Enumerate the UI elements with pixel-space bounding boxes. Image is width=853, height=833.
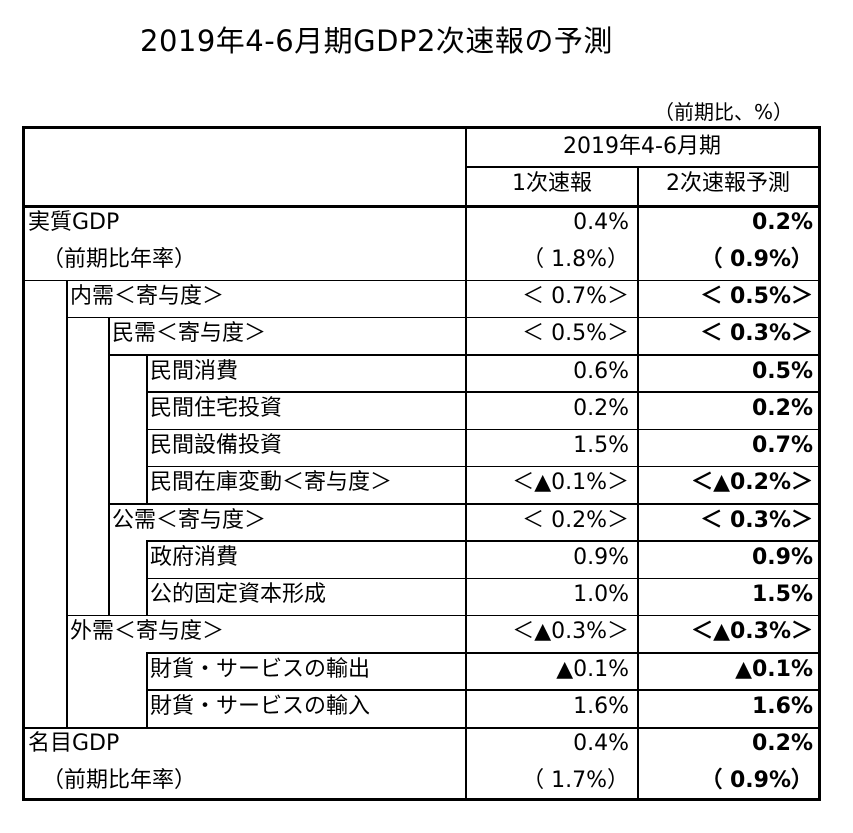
row-label: 民間設備投資 [150,433,283,459]
row-label: 公需＜寄与度＞ [112,507,267,533]
row-label: 実質GDP [28,209,120,235]
row-value-first: ＜ 0.7%＞ [522,284,629,310]
row-value-second: （ 0.9%） [700,246,813,272]
row-value-second: 1.5% [751,582,813,608]
row-value-first: ＜ 0.5%＞ [522,321,629,347]
row-label: 民間消費 [150,358,239,384]
indent-line-private [108,316,110,615]
row-line [146,689,821,691]
row-label: （前期比年率） [42,768,197,794]
row-label: 公的固定資本形成 [150,582,327,608]
row-value-second: 1.6% [751,693,813,719]
row-value-first: ＜▲0.1%＞ [512,470,629,496]
row-line [146,577,821,579]
header-col1: 1次速報 [512,171,592,196]
row-value-first: ＜ 0.2%＞ [522,507,629,533]
header-divider [465,166,821,168]
row-value-second: ＜ 0.3%＞ [700,321,813,347]
header-col2: 2次速報予測 [666,171,790,196]
row-value-second: 0.5% [751,358,813,384]
indent-line-external-items [146,652,148,727]
row-value-first: （ 1.8%） [522,246,629,272]
indent-line-domestic [66,279,68,727]
row-line-consumption [108,354,821,356]
row-label: 外需＜寄与度＞ [70,619,225,645]
table-border-bottom [22,798,821,801]
row-line [146,428,821,430]
row-value-second: 0.7% [751,433,813,459]
row-label: 民間住宅投資 [150,395,283,421]
row-value-first: （ 1.7%） [522,768,629,794]
row-line [146,391,821,393]
row-value-second: 0.2% [751,395,813,421]
row-label: 名目GDP [28,731,120,757]
row-value-second: ＜▲0.2%＞ [691,470,813,496]
row-line-nominal [22,726,821,729]
row-line-private [66,316,821,319]
row-line-public [108,503,821,505]
row-label: 財貨・サービスの輸入 [150,693,371,719]
row-value-first: 0.9% [573,544,629,570]
row-label: 政府消費 [150,544,239,570]
table-border-top [22,126,821,129]
row-value-first: 1.5% [573,433,629,459]
row-value-second: ＜ 0.5%＞ [700,284,813,310]
row-label: 財貨・サービスの輸出 [150,656,371,682]
column-divider-1 [465,126,467,801]
unit-note: （前期比、%） [654,100,794,124]
row-label: 民需＜寄与度＞ [112,321,267,347]
row-value-first: 1.6% [573,693,629,719]
row-value-first: 0.6% [573,358,629,384]
row-value-first: 0.2% [573,395,629,421]
row-value-first: 1.0% [573,582,629,608]
row-line [146,465,821,468]
row-value-second: ＜▲0.3%＞ [691,619,813,645]
row-label: （前期比年率） [42,246,197,272]
row-line [146,540,821,542]
table-border-left [22,126,25,801]
row-line-external [66,614,821,617]
row-value-first: 0.4% [573,731,629,757]
row-value-second: ＜ 0.3%＞ [700,507,813,533]
indent-line-public-items [146,540,148,615]
column-divider-2 [637,166,639,801]
gdp-forecast-table: 2019年4-6月期 1次速報 2次速報予測 実質GDP 0.4% 0.2% （前期比… [22,126,821,801]
header-period: 2019年4-6月期 [563,134,721,159]
row-value-first: ＜▲0.3%＞ [512,619,629,645]
row-line [146,652,821,654]
row-line-domestic [22,279,821,281]
row-value-first: 0.4% [573,209,629,235]
page-title: 2019年4-6月期GDP2次速報の予測 [140,24,613,58]
row-value-second: 0.9% [751,544,813,570]
row-value-second: 0.2% [751,731,813,757]
row-label: 内需＜寄与度＞ [70,284,225,310]
row-value-second: ▲0.1% [735,656,813,682]
indent-line-private-items [146,354,148,503]
row-value-second: 0.2% [751,209,813,235]
row-label: 民間在庫変動＜寄与度＞ [150,470,393,496]
table-border-right [818,126,821,801]
row-value-first: ▲0.1% [556,656,629,682]
header-bottom-line [22,205,821,208]
row-value-second: （ 0.9%） [700,768,813,794]
